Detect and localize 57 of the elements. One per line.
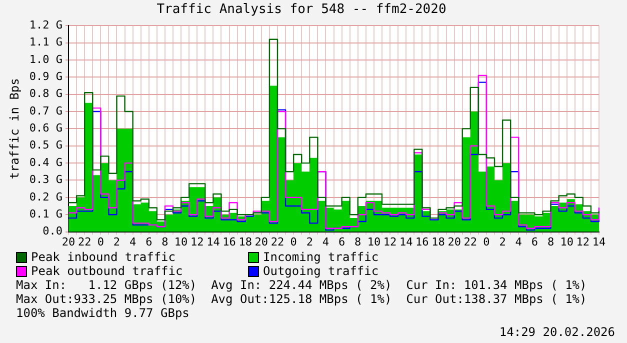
y-tick-label: 1.0 G [29,52,63,66]
x-tick-label: 2 [499,235,506,248]
x-tick-label: 20 [62,235,76,248]
x-tick-label: 2 [113,235,120,248]
x-tick-label: 6 [338,235,346,248]
y-tick-label: 0.2 G [29,190,63,204]
text: 100% Bandwidth 9.77 GBps [16,306,190,320]
x-tick-label: 0 [483,235,490,248]
legend-label: Peak inbound traffic [31,250,176,264]
y-tick-label: 0.1 G [29,207,63,220]
y-tick-label: 0.0 [42,224,63,238]
y-tick-label: 0.3 G [29,173,63,186]
x-tick-label: 6 [146,235,152,248]
x-tick-label: 16 [416,235,429,248]
x-tick-label: 10 [367,235,381,248]
text: Max In: 1.12 GBps (12%) Avg In: 224.44 MBps ( 2%) Cur In: 101.34 MBps ( 1%) [16,278,588,292]
x-tick-label: 2 [306,235,313,248]
y-tick-label: 0.4 G [29,156,63,169]
x-tick-label: 22 [270,235,284,248]
x-tick-label: 20 [448,235,461,248]
x-tick-label: 18 [432,235,445,248]
x-tick-label: 8 [354,235,362,248]
legend-label: Incoming traffic [263,250,379,264]
x-tick-label: 22 [464,235,478,248]
x-tick-label: 20 [254,235,268,248]
legend-label: Outgoing traffic [263,264,379,278]
text: 14:29 20.02.2026 [499,325,615,339]
y-tick-label: 1.2 G [29,18,63,32]
x-tick-label: 18 [238,235,252,248]
text: Max Out:933.25 MBps (10%) Avg Out:125.18 MBps ( 1%) Cur Out:138.37 MBps ( 1%) [16,292,588,306]
x-tick-label: 8 [162,235,168,248]
y-tick-label: 0.6 G [29,122,63,135]
y-tick-label: 1.1 G [29,36,63,49]
x-tick-label: 16 [222,235,236,248]
y-tick-label: 0.5 G [29,138,63,152]
legend-label: Peak outbound traffic [31,264,183,278]
x-tick-label: 14 [592,235,606,248]
x-tick-label: 4 [130,235,136,248]
x-tick-label: 22 [78,235,92,248]
x-tick-label: 4 [322,235,330,248]
y-tick-label: 0.8 G [29,87,63,100]
x-tick-label: 0 [290,235,297,248]
x-tick-label: 0 [97,235,104,248]
x-tick-label: 10 [560,235,574,248]
x-tick-label: 14 [399,235,414,248]
y-tick-label: 0.9 G [29,70,63,84]
x-tick-label: 14 [206,235,220,248]
x-tick-label: 6 [531,235,538,248]
x-tick-label: 12 [190,235,204,248]
x-tick-label: 4 [515,235,522,248]
x-tick-label: 12 [383,235,397,248]
y-axis-title: traffic in Bps [7,78,22,180]
x-tick-label: 10 [174,235,188,248]
chart-title: Traffic Analysis for 548 -- ffm2-2020 [156,2,446,18]
y-tick-label: 0.7 G [29,104,63,118]
x-tick-label: 12 [576,235,590,248]
x-tick-label: 8 [547,235,554,248]
